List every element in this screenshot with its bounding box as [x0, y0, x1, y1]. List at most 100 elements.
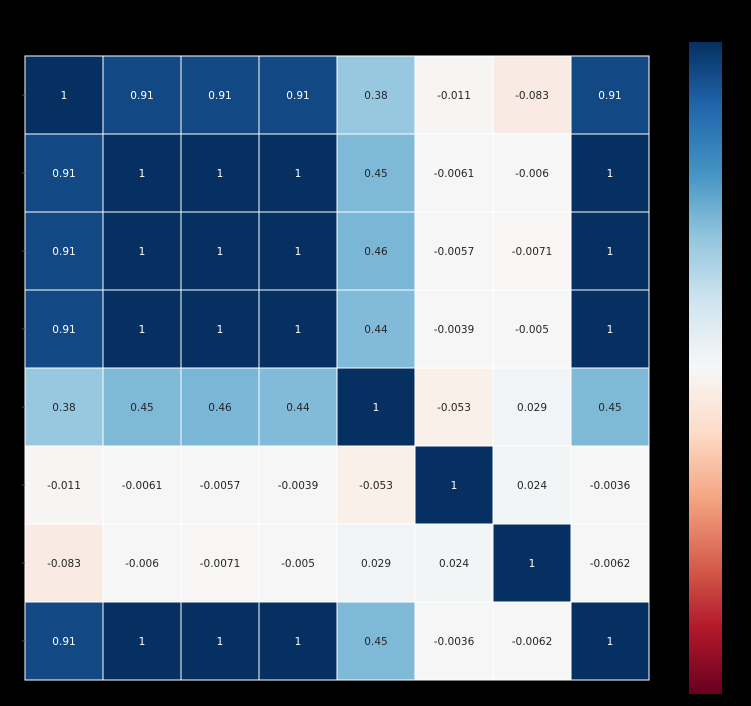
- heatmap-cell-value: 0.024: [517, 480, 547, 492]
- heatmap-cell: [570, 55, 650, 135]
- heatmap-cell-value: -0.006: [125, 558, 159, 570]
- heatmap-cell-value: -0.005: [515, 324, 549, 336]
- heatmap-cell-value: 0.38: [52, 402, 75, 414]
- heatmap-cell: [492, 445, 572, 525]
- heatmap-cell: [492, 367, 572, 447]
- heatmap-cell: [492, 211, 572, 291]
- colorbar: [689, 42, 722, 694]
- heatmap-cell-value: 0.91: [208, 90, 231, 102]
- heatmap-cell: [180, 601, 260, 681]
- heatmap-cell-value: -0.005: [281, 558, 315, 570]
- heatmap-cell-value: -0.0061: [122, 480, 163, 492]
- heatmap-cell-value: 0.45: [598, 402, 621, 414]
- heatmap-cell-value: 1: [373, 402, 380, 414]
- heatmap-cell-value: 0.46: [364, 246, 388, 258]
- heatmap-cell: [258, 211, 338, 291]
- heatmap-cell: [180, 367, 260, 447]
- heatmap-cell-value: 0.029: [517, 402, 547, 414]
- heatmap-cell: [258, 601, 338, 681]
- heatmap-cell-value: -0.0062: [590, 558, 631, 570]
- heatmap-cell-value: 1: [139, 324, 146, 336]
- heatmap-cell-value: -0.053: [359, 480, 393, 492]
- heatmap-cell-value: 0.91: [130, 90, 153, 102]
- heatmap-cell: [24, 523, 104, 603]
- heatmap-cell: [102, 445, 182, 525]
- heatmap-cell: [414, 601, 494, 681]
- heatmap-cell-value: 1: [607, 324, 614, 336]
- heatmap-grid: 1 0.91 0.91 0.91 0.38 -0.011 -0.083 0.91 0.91 1 1 1…: [24, 55, 650, 681]
- heatmap-cell: [492, 523, 572, 603]
- heatmap-cell-value: 0.029: [361, 558, 391, 570]
- heatmap-cell-value: 1: [607, 168, 614, 180]
- heatmap-cell: [24, 289, 104, 369]
- heatmap-cell-value: -0.0071: [512, 246, 553, 258]
- heatmap-cell: [570, 445, 650, 525]
- heatmap-cell: [336, 601, 416, 681]
- heatmap-cell-value: 1: [217, 246, 224, 258]
- heatmap-cell: [336, 289, 416, 369]
- heatmap-cell-value: 1: [529, 558, 536, 570]
- heatmap-cell-value: -0.0071: [200, 558, 241, 570]
- heatmap-cell-value: 0.44: [286, 402, 310, 414]
- heatmap-cell-value: 0.91: [52, 168, 75, 180]
- heatmap-cell-value: 1: [607, 246, 614, 258]
- heatmap-cell-value: -0.0061: [434, 168, 475, 180]
- heatmap-cell-value: 1: [217, 636, 224, 648]
- heatmap-cell-value: -0.0036: [434, 636, 475, 648]
- heatmap-cell: [336, 367, 416, 447]
- heatmap-cell: [336, 445, 416, 525]
- heatmap-cell: [102, 55, 182, 135]
- heatmap-cell-value: 1: [139, 168, 146, 180]
- heatmap-cell: [414, 367, 494, 447]
- heatmap-cell: [258, 55, 338, 135]
- heatmap-cell: [336, 523, 416, 603]
- heatmap-cell: [180, 523, 260, 603]
- heatmap-cell-value: 0.44: [364, 324, 388, 336]
- heatmap-cell-value: 1: [295, 636, 302, 648]
- heatmap-cell: [336, 55, 416, 135]
- heatmap-cell-value: 0.91: [52, 246, 75, 258]
- heatmap-cell: [180, 211, 260, 291]
- heatmap-cell-value: -0.083: [47, 558, 81, 570]
- heatmap-cell-value: 0.45: [364, 636, 387, 648]
- colorbar-gradient: [689, 42, 722, 694]
- heatmap-cell: [570, 133, 650, 213]
- heatmap-cell-value: 1: [61, 90, 68, 102]
- heatmap-cell-value: 0.91: [52, 636, 75, 648]
- heatmap-cell: [180, 445, 260, 525]
- heatmap-cell-value: 1: [217, 168, 224, 180]
- heatmap-cell-value: 1: [139, 246, 146, 258]
- heatmap-cell-value: 0.46: [208, 402, 232, 414]
- heatmap-cell-value: -0.0057: [200, 480, 241, 492]
- heatmap-cell: [180, 55, 260, 135]
- heatmap-cell: [570, 523, 650, 603]
- heatmap-cell: [414, 133, 494, 213]
- heatmap-cell: [102, 133, 182, 213]
- heatmap-cell: [102, 601, 182, 681]
- heatmap-cell-value: 0.38: [364, 90, 387, 102]
- heatmap-cell: [570, 367, 650, 447]
- heatmap-cell: [414, 211, 494, 291]
- heatmap-cell: [492, 289, 572, 369]
- heatmap-cell-value: -0.011: [437, 90, 471, 102]
- heatmap-cell: [414, 523, 494, 603]
- heatmap-cell-value: 1: [139, 636, 146, 648]
- heatmap-cell-value: 0.45: [364, 168, 387, 180]
- heatmap-cell-value: 1: [607, 636, 614, 648]
- heatmap-cell: [24, 55, 104, 135]
- heatmap-cell: [258, 367, 338, 447]
- heatmap-cell: [336, 211, 416, 291]
- heatmap-cell-value: -0.0039: [434, 324, 475, 336]
- heatmap-cell-value: 1: [295, 246, 302, 258]
- heatmap-cell-value: 0.91: [598, 90, 621, 102]
- heatmap-cell-value: -0.0036: [590, 480, 631, 492]
- heatmap-cell-value: 0.45: [130, 402, 153, 414]
- heatmap-cell: [180, 289, 260, 369]
- heatmap-y-ticks: [22, 94, 25, 642]
- heatmap-cell-value: 1: [217, 324, 224, 336]
- heatmap-cell-value: 1: [295, 168, 302, 180]
- heatmap-cell: [414, 445, 494, 525]
- heatmap-cell-value: -0.0039: [278, 480, 319, 492]
- heatmap-cell-value: -0.083: [515, 90, 549, 102]
